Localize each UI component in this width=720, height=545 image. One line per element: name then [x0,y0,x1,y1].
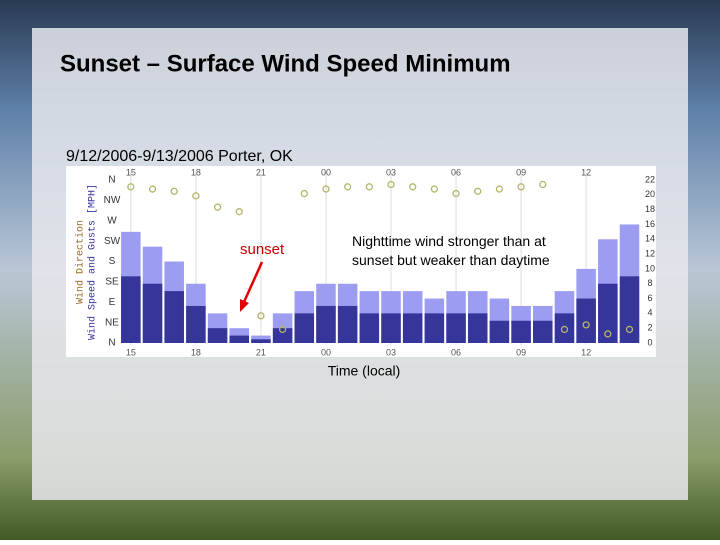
speed-bar [142,283,163,343]
slide-title: Sunset – Surface Wind Speed Minimum [60,50,511,77]
speed-bar [402,313,423,343]
direction-point [300,189,308,198]
y-tick-label: 22 [645,174,655,184]
direction-point [257,312,265,320]
speed-bar [337,305,358,343]
speed-bar [619,276,640,343]
y2-tick-label: NW [104,195,121,206]
y2-tick-label: W [107,215,117,226]
direction-point [452,189,460,198]
x-tick-label: 00 [321,347,331,357]
y2-tick-label: N [108,338,115,349]
x-tick-label: 15 [126,347,136,357]
y-tick-label: 6 [647,293,652,303]
y-tick-label: 4 [647,308,652,318]
speed-bar [229,335,249,343]
y2-tick-label: SW [104,236,121,247]
y-tick-label: 20 [645,189,655,199]
speed-bar [294,313,315,343]
y-tick-label: 18 [645,204,655,214]
x-tick-label: 12 [581,167,591,177]
y-tick-label: 10 [645,263,655,273]
y2-tick-label: SE [105,277,119,288]
speed-bar [121,276,141,343]
direction-point [148,185,157,193]
speed-bar [186,305,206,343]
speed-bar [467,313,488,343]
direction-point [625,325,634,334]
x-tick-label: 15 [126,167,136,177]
x-tick-label: 09 [516,347,526,357]
speed-bar [554,313,575,343]
speed-bar [251,339,271,343]
speed-bar [489,320,510,343]
y-tick-label: 16 [645,219,655,229]
direction-point [213,203,222,211]
y-axis-title: Wind Speed and Gusts [MPH] [87,184,99,340]
x-tick-label: 21 [256,347,266,357]
speed-bar [359,313,380,343]
annotation-sunset: sunset [240,241,285,258]
direction-point [235,208,243,216]
speed-bar [272,328,293,343]
direction-point [192,192,200,200]
speed-bar [316,305,336,343]
x-tick-label: 06 [451,167,461,177]
annotation-night: Nighttime wind stronger than at sunset b… [352,233,550,268]
speed-bar [424,313,445,343]
direction-point [495,185,504,193]
x-tick-label: 21 [256,167,266,177]
speed-bar [381,313,401,343]
y2-tick-label: NE [105,317,119,328]
direction-point [582,321,590,329]
chart-subtitle: 9/12/2006-9/13/2006 Porter, OK [66,148,293,165]
y-tick-label: 0 [647,337,652,347]
y-tick-label: 14 [645,234,655,244]
x-tick-label: 00 [321,167,331,177]
arrow [242,261,264,303]
y2-tick-label: S [109,256,116,267]
direction-point [604,330,612,338]
y2-axis-title: Wind Direction [75,220,87,304]
x-tick-label: 03 [386,347,396,357]
direction-point [539,180,547,189]
x-tick-label: 18 [191,167,201,177]
x-tick-label: 09 [516,167,526,177]
x-axis-title: Time (local) [328,363,401,379]
x-tick-label: 03 [386,167,396,177]
direction-point [170,187,178,195]
arrow-head [240,299,249,312]
speed-bar [511,320,531,343]
speed-bar [533,320,553,343]
direction-point [365,183,373,191]
x-tick-label: 12 [581,347,591,357]
direction-point [560,325,569,334]
speed-bar [598,283,618,343]
y2-tick-label: E [109,297,116,308]
direction-point [474,187,482,195]
speed-bar [164,291,184,343]
y-tick-label: 12 [645,248,655,258]
y-tick-label: 8 [647,278,652,288]
direction-point [387,180,395,189]
annotation-box: Nighttime wind stronger than at sunset b… [352,233,550,268]
x-tick-label: 06 [451,347,461,357]
direction-point [409,183,417,191]
x-tick-label: 18 [191,347,201,357]
speed-bar [446,313,466,343]
speed-bar [576,298,596,343]
direction-point [278,325,287,334]
y-tick-label: 2 [647,323,652,333]
direction-point [127,183,135,191]
direction-point [322,185,330,193]
direction-point [430,185,439,193]
y2-tick-label: N [108,175,115,186]
direction-point [343,183,352,191]
speed-bar [207,328,228,343]
direction-point [517,183,525,191]
